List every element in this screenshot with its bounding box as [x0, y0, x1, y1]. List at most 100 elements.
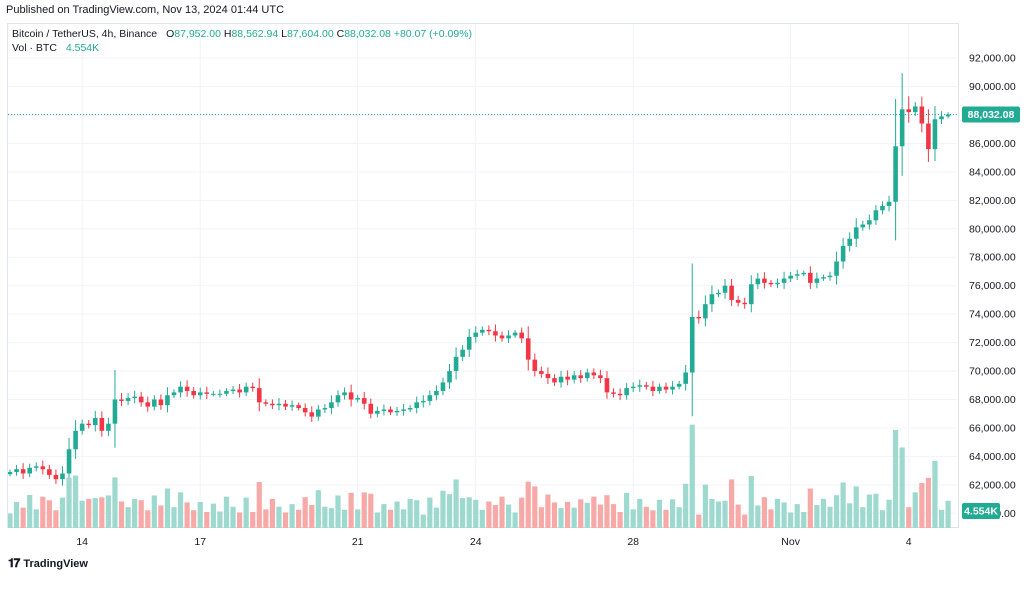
candle-body[interactable]	[572, 375, 577, 379]
candle-body[interactable]	[159, 400, 164, 406]
candle-body[interactable]	[861, 225, 866, 228]
candle-body[interactable]	[198, 392, 203, 395]
candle-body[interactable]	[703, 304, 708, 318]
candle-body[interactable]	[41, 466, 46, 469]
candle-body[interactable]	[414, 402, 419, 408]
candle-body[interactable]	[723, 286, 728, 293]
candle-body[interactable]	[264, 402, 269, 403]
candle-body[interactable]	[342, 392, 347, 395]
candle-body[interactable]	[913, 106, 918, 112]
candle-body[interactable]	[316, 409, 321, 416]
candle-body[interactable]	[815, 279, 820, 283]
candle-body[interactable]	[8, 472, 12, 474]
candle-body[interactable]	[369, 404, 374, 414]
candle-body[interactable]	[893, 146, 898, 201]
candle-body[interactable]	[139, 397, 144, 403]
candle-body[interactable]	[349, 392, 354, 399]
candle-body[interactable]	[86, 424, 91, 425]
candle-body[interactable]	[106, 424, 111, 431]
candle-body[interactable]	[946, 115, 951, 117]
candle-body[interactable]	[683, 372, 688, 383]
candle-body[interactable]	[178, 387, 183, 393]
candle-body[interactable]	[93, 418, 98, 425]
candle-body[interactable]	[408, 408, 413, 409]
candle-body[interactable]	[231, 390, 236, 391]
candle-body[interactable]	[473, 333, 478, 337]
candle-body[interactable]	[329, 402, 334, 408]
candle-body[interactable]	[513, 333, 518, 336]
candle-body[interactable]	[54, 475, 59, 479]
candle-body[interactable]	[60, 473, 65, 479]
candle-body[interactable]	[756, 279, 761, 285]
candle-body[interactable]	[834, 262, 839, 276]
candle-body[interactable]	[401, 409, 406, 410]
candle-body[interactable]	[847, 239, 852, 246]
candle-body[interactable]	[270, 404, 275, 405]
candle-body[interactable]	[887, 202, 892, 206]
candle-body[interactable]	[152, 400, 157, 407]
candle-body[interactable]	[880, 206, 885, 210]
candle-body[interactable]	[533, 360, 538, 371]
candle-body[interactable]	[421, 401, 426, 402]
candle-body[interactable]	[237, 390, 242, 393]
candle-body[interactable]	[336, 395, 341, 402]
candle-body[interactable]	[664, 387, 669, 390]
candle-body[interactable]	[506, 335, 511, 338]
candle-body[interactable]	[585, 372, 590, 378]
candle-body[interactable]	[375, 411, 380, 414]
candle-body[interactable]	[519, 333, 524, 339]
candle-body[interactable]	[244, 387, 249, 393]
candle-body[interactable]	[808, 273, 813, 283]
candle-body[interactable]	[145, 402, 150, 406]
candle-body[interactable]	[434, 391, 439, 395]
candle-body[interactable]	[828, 276, 833, 277]
candle-body[interactable]	[460, 350, 465, 357]
candle-body[interactable]	[592, 372, 597, 375]
candle-body[interactable]	[651, 387, 656, 391]
candle-body[interactable]	[742, 303, 747, 304]
candle-body[interactable]	[933, 119, 938, 149]
candle-body[interactable]	[749, 284, 754, 304]
candle-body[interactable]	[487, 330, 492, 331]
candle-body[interactable]	[467, 337, 472, 350]
candle-body[interactable]	[736, 300, 741, 303]
candle-body[interactable]	[526, 338, 531, 359]
candle-body[interactable]	[710, 294, 715, 304]
candle-body[interactable]	[493, 331, 498, 335]
candle-body[interactable]	[428, 395, 433, 401]
candle-body[interactable]	[631, 387, 636, 388]
candle-body[interactable]	[27, 468, 32, 474]
candle-body[interactable]	[618, 394, 623, 395]
candle-body[interactable]	[309, 412, 314, 416]
candle-body[interactable]	[539, 371, 544, 374]
candle-body[interactable]	[926, 124, 931, 150]
candle-body[interactable]	[290, 405, 295, 406]
candle-body[interactable]	[191, 391, 196, 395]
candle-body[interactable]	[906, 109, 911, 112]
candle-body[interactable]	[624, 388, 629, 395]
candle-body[interactable]	[165, 395, 170, 405]
candle-body[interactable]	[257, 388, 262, 402]
candle-body[interactable]	[132, 397, 137, 398]
candle-body[interactable]	[172, 392, 177, 395]
candle-body[interactable]	[73, 431, 78, 449]
candle-body[interactable]	[500, 335, 505, 338]
candle-body[interactable]	[126, 398, 131, 401]
candle-body[interactable]	[657, 387, 662, 391]
candlestick-chart[interactable]: 60,000.0062,000.0064,000.0066,000.0068,0…	[8, 24, 1024, 602]
candle-body[interactable]	[303, 408, 308, 412]
candle-body[interactable]	[605, 378, 610, 392]
candle-body[interactable]	[67, 449, 72, 473]
candle-body[interactable]	[362, 398, 367, 404]
candle-body[interactable]	[729, 286, 734, 300]
candle-body[interactable]	[14, 469, 19, 472]
candle-body[interactable]	[447, 371, 452, 382]
candle-body[interactable]	[80, 424, 85, 431]
candle-body[interactable]	[546, 374, 551, 378]
candle-body[interactable]	[277, 404, 282, 405]
candle-body[interactable]	[480, 330, 485, 333]
candle-body[interactable]	[34, 466, 39, 467]
candle-body[interactable]	[788, 276, 793, 279]
candle-body[interactable]	[762, 279, 767, 283]
candle-body[interactable]	[854, 227, 859, 238]
